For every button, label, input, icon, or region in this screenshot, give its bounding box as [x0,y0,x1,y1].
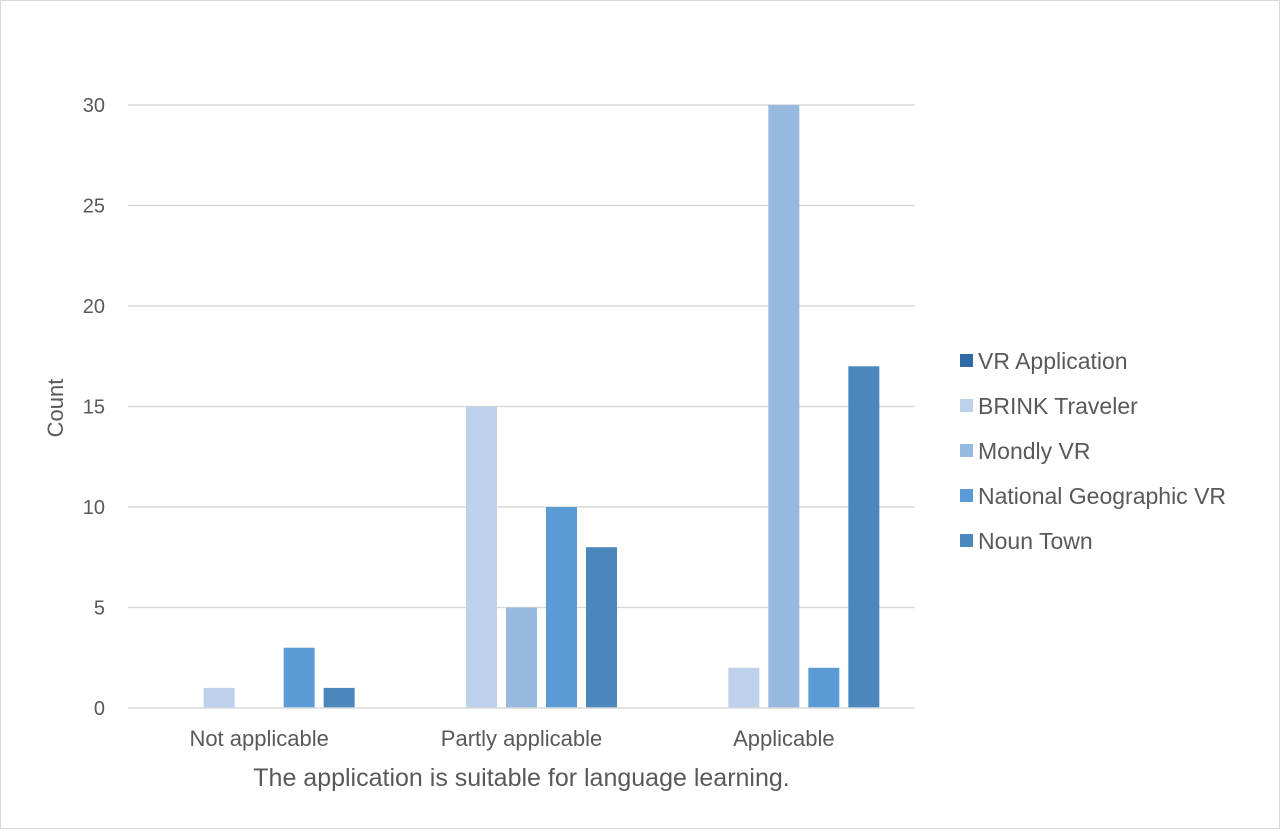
legend-swatch [960,534,973,547]
bar-noun-town-applicable [848,366,880,708]
y-tick-label: 30 [83,95,105,117]
x-tick-label: Partly applicable [441,726,602,751]
x-axis-label: The application is suitable for language… [253,764,789,792]
legend-swatch [960,399,973,412]
bar-national-geographic-vr-not-applicable [283,647,315,708]
y-axis-ticks: 0 5 10 15 20 25 30 [83,95,105,720]
y-tick-label: 0 [94,698,105,720]
y-axis-label: Count [43,379,68,438]
y-tick-label: 10 [83,497,105,519]
bar-brink-traveler-partly-applicable [466,406,497,708]
bar-national-geographic-vr-applicable [808,667,840,708]
legend-label: Noun Town [978,528,1093,554]
legend-swatch [960,354,973,367]
bar-national-geographic-vr-partly-applicable [546,507,577,708]
legend-label: Mondly VR [978,438,1090,464]
bar-brink-traveler-applicable [728,667,760,708]
x-axis-ticks: Not applicable Partly applicable Applicabl… [189,726,834,751]
y-tick-label: 25 [83,196,105,218]
y-tick-label: 15 [83,397,105,419]
x-tick-label: Not applicable [189,726,328,751]
bars [203,105,880,708]
legend-swatch [960,444,973,457]
bar-brink-traveler-not-applicable [203,687,235,708]
legend-label: National Geographic VR [978,483,1226,509]
legend-swatch [960,489,973,502]
bar-noun-town-not-applicable [323,687,355,708]
bar-noun-town-partly-applicable [586,547,617,708]
x-tick-label: Applicable [733,726,835,751]
y-tick-label: 20 [83,296,105,318]
bar-mondly-vr-partly-applicable [506,607,537,708]
legend: VR Application BRINK Traveler Mondly VR Nat… [960,348,1226,554]
legend-label: VR Application [978,348,1128,374]
y-tick-label: 5 [94,598,105,620]
bar-mondly-vr-applicable [768,105,800,708]
legend-label: BRINK Traveler [978,393,1138,419]
